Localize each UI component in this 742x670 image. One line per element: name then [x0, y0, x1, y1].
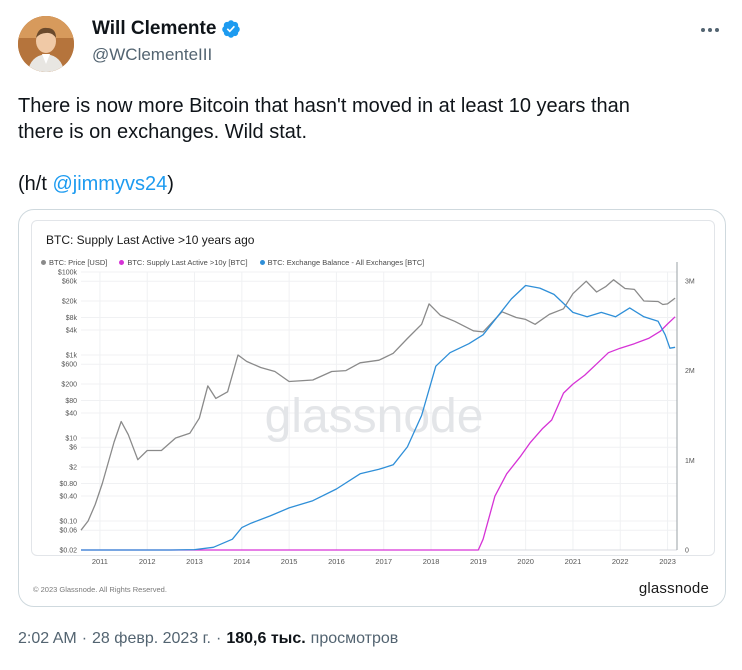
author-block: Will Clemente @WClementeIII	[92, 18, 241, 65]
legend-dot-supply	[119, 260, 125, 265]
chart-title: BTC: Supply Last Active >10 years ago	[46, 233, 255, 247]
x-tick-label: 2023	[659, 557, 676, 566]
chart-legend: BTC: Price [USD] BTC: Supply Last Active…	[41, 258, 424, 267]
views-count[interactable]: 180,6 тыс.	[226, 630, 306, 647]
meta-separator: ·	[216, 630, 222, 647]
legend-item-exchange: BTC: Exchange Balance - All Exchanges [B…	[259, 258, 425, 267]
x-tick-label: 2022	[612, 557, 629, 566]
legend-label-supply: BTC: Supply Last Active >10y [BTC]	[127, 258, 248, 267]
legend-item-price: BTC: Price [USD]	[41, 258, 107, 267]
chart-frame: BTC: Supply Last Active >10 years ago	[31, 220, 715, 556]
views-label: просмотров	[310, 630, 399, 647]
avatar-image	[18, 16, 74, 72]
x-tick-label: 2015	[281, 557, 298, 566]
media-card[interactable]: BTC: Supply Last Active >10 years ago BT…	[18, 209, 726, 607]
tweet-text-line-1: There is now more Bitcoin that hasn't mo…	[18, 95, 630, 117]
x-tick-label: 2017	[375, 557, 392, 566]
tweet-text: There is now more Bitcoin that hasn't mo…	[18, 93, 718, 197]
hat-tip-suffix: )	[167, 173, 174, 195]
legend-label-price: BTC: Price [USD]	[49, 258, 108, 267]
legend-label-exchange: BTC: Exchange Balance - All Exchanges [B…	[267, 258, 425, 267]
x-tick-label: 2019	[470, 557, 487, 566]
legend-item-supply: BTC: Supply Last Active >10y [BTC]	[119, 258, 248, 267]
author-name[interactable]: Will Clemente	[92, 18, 217, 39]
hat-tip-prefix: (h/t	[18, 173, 53, 195]
tweet-time[interactable]: 2:02 AM	[18, 630, 77, 647]
tweet-meta: 2:02 AM · 28 февр. 2023 г. · 180,6 тыс. …	[18, 630, 398, 648]
x-tick-label: 2020	[517, 557, 534, 566]
x-tick-label: 2013	[186, 557, 203, 566]
verified-badge-icon	[222, 20, 241, 38]
legend-dot-exchange	[259, 260, 265, 265]
x-tick-label: 2011	[92, 557, 108, 566]
x-tick-label: 2016	[328, 557, 345, 566]
meta-separator: ·	[81, 630, 88, 647]
hat-tip: (h/t @jimmyvs24)	[18, 171, 718, 197]
legend-dot-price	[41, 260, 46, 265]
avatar[interactable]	[18, 16, 74, 72]
x-tick-label: 2018	[423, 557, 440, 566]
glassnode-logo: glassnode	[638, 580, 709, 597]
x-tick-label: 2012	[139, 557, 156, 566]
copyright-note: © 2023 Glassnode. All Rights Reserved.	[33, 585, 167, 594]
mention-link[interactable]: @jimmyvs24	[52, 173, 168, 195]
author-handle[interactable]: @WClementeIII	[92, 45, 213, 64]
tweet-text-line-2: there is on exchanges. Wild stat.	[18, 121, 308, 143]
more-options-icon[interactable]	[698, 20, 722, 40]
x-tick-label: 2021	[565, 557, 582, 566]
x-tick-label: 2014	[233, 557, 250, 566]
tweet-date[interactable]: 28 февр. 2023 г.	[92, 630, 211, 647]
